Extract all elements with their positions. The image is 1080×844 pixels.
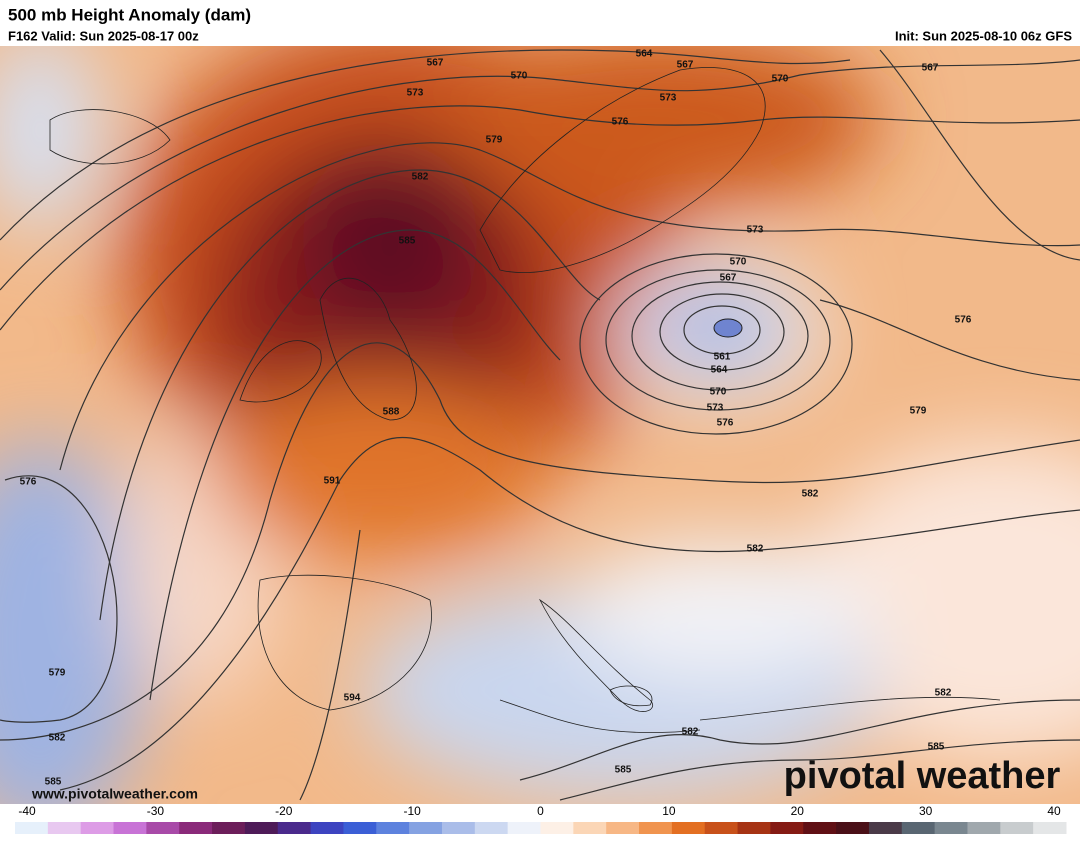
contour-label: 585 (928, 742, 945, 753)
contour-label: 576 (20, 477, 37, 488)
contour-label: 567 (427, 58, 444, 69)
contour-label: 579 (49, 668, 66, 679)
colorbar-swatch (1000, 822, 1034, 834)
contour-label: 579 (910, 406, 927, 417)
colorbar-swatch (967, 822, 1001, 834)
title: 500 mb Height Anomaly (dam) (8, 5, 251, 24)
contour-label: 567 (922, 63, 939, 74)
contour-label: 588 (383, 407, 400, 418)
valid-time: F162 Valid: Sun 2025-08-17 00z (8, 28, 199, 43)
colorbar-swatch (409, 822, 443, 834)
colorbar-swatch (606, 822, 640, 834)
contour-label: 573 (407, 88, 424, 99)
colorbar-tick-label: 0 (537, 804, 544, 818)
contour-label: 570 (511, 71, 528, 82)
colorbar-swatch (573, 822, 607, 834)
contour-label: 573 (747, 225, 764, 236)
contour-label: 576 (717, 418, 734, 429)
colorbar-swatch (310, 822, 344, 834)
colorbar-swatch (639, 822, 673, 834)
colorbar-swatch (113, 822, 147, 834)
contour-label: 585 (45, 777, 62, 788)
contour-label: 573 (660, 93, 677, 104)
init-time: Init: Sun 2025-08-10 06z GFS (895, 28, 1072, 43)
colorbar-swatch (15, 822, 49, 834)
colorbar-tick-label: 20 (791, 804, 805, 818)
colorbar-swatch (934, 822, 968, 834)
contour-label: 564 (711, 365, 728, 376)
colorbar-swatch (704, 822, 739, 834)
colorbar-swatch (441, 822, 476, 834)
contour-label: 582 (682, 727, 699, 738)
contour-label: 570 (710, 387, 727, 398)
colorbar-tick-label: -20 (275, 804, 293, 818)
contour-label: 582 (412, 172, 429, 183)
contour-label: 576 (955, 315, 972, 326)
colorbar-swatch (868, 822, 903, 834)
colorbar-swatch (277, 822, 312, 834)
colorbar-swatch (47, 822, 82, 834)
contour-label: 585 (399, 236, 416, 247)
contour-label: 582 (935, 688, 952, 699)
colorbar-swatch (671, 822, 706, 834)
contour-label: 570 (730, 257, 747, 268)
contour-label: 567 (677, 60, 694, 71)
colorbar-tick-label: 10 (662, 804, 676, 818)
colorbar-swatch (376, 822, 410, 834)
colorbar-tick-label: -10 (403, 804, 421, 818)
colorbar-tick-label: -30 (147, 804, 165, 818)
contour-label: 582 (802, 489, 819, 500)
contour-label: 576 (612, 117, 629, 128)
colorbar-swatch (146, 822, 180, 834)
colorbar-tick-label: -40 (18, 804, 36, 818)
colorbar-swatch (901, 822, 936, 834)
colorbar-swatch (540, 822, 574, 834)
colorbar-swatch (737, 822, 771, 834)
colorbar-swatch (80, 822, 115, 834)
map-area: 567 570 573 579 582 585 588 591 576 579 582 585 594 5… (0, 46, 1080, 804)
contour-label: 591 (324, 476, 341, 487)
logo: pivotal weather (784, 755, 1061, 797)
contour-label: 567 (720, 273, 737, 284)
colorbar-swatch (507, 822, 541, 834)
colorbar-swatch (244, 822, 279, 834)
colorbar-swatch (770, 822, 804, 834)
contour-label: 570 (772, 74, 789, 85)
contour-label: 561 (714, 352, 731, 363)
contour-label: 573 (707, 403, 724, 414)
contour-label: 582 (747, 544, 764, 555)
colorbar-tick-label: 30 (919, 804, 933, 818)
colorbar-swatch (343, 822, 377, 834)
colorbar-swatch (212, 822, 246, 834)
contour-label: 585 (615, 765, 632, 776)
colorbar-swatch (1033, 822, 1067, 834)
contour-label: 582 (49, 733, 66, 744)
colorbar-swatch (474, 822, 509, 834)
contour-label: 579 (486, 135, 503, 146)
colorbar-tick-label: 40 (1047, 804, 1061, 818)
website: www.pivotalweather.com (31, 786, 198, 802)
contour-label: 564 (636, 49, 653, 60)
colorbar-swatch (803, 822, 837, 834)
colorbar-swatch (179, 822, 213, 834)
colorbar-swatch (836, 822, 870, 834)
contour-label: 594 (344, 693, 361, 704)
